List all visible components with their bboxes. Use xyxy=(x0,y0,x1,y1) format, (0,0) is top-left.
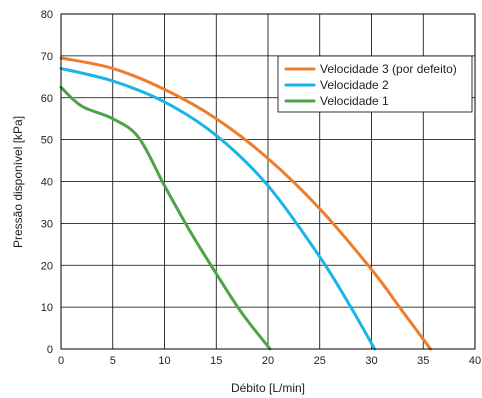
grid xyxy=(61,14,475,349)
x-tick-label: 0 xyxy=(58,355,64,367)
legend-label-3: Velocidade 1 xyxy=(320,94,389,108)
x-tick-label: 5 xyxy=(110,355,116,367)
y-tick-label: 70 xyxy=(41,51,53,63)
series-line-1 xyxy=(59,56,432,351)
x-tick-label: 35 xyxy=(417,355,429,367)
y-tick-label: 30 xyxy=(41,218,53,230)
y-tick-label: 20 xyxy=(41,260,53,272)
x-tick-label: 20 xyxy=(262,355,274,367)
ticks: 0 5 10 15 20 25 30 35 40 0 10 20 30 40 50 60 70 80 xyxy=(41,9,481,367)
y-tick-label: 60 xyxy=(41,93,53,105)
legend-label-2: Velocidade 2 xyxy=(320,78,389,92)
x-tick-label: 15 xyxy=(210,355,222,367)
y-tick-label: 0 xyxy=(47,344,53,356)
x-tick-label: 10 xyxy=(158,355,170,367)
y-axis-title: Pressão disponível [kPa] xyxy=(11,116,25,248)
x-tick-label: 40 xyxy=(469,355,481,367)
series-line-2 xyxy=(59,66,377,351)
y-tick-label: 10 xyxy=(41,302,53,314)
y-tick-label: 40 xyxy=(41,177,53,189)
plot-frame xyxy=(60,13,476,350)
series-line-3 xyxy=(59,85,272,351)
x-tick-label: 25 xyxy=(314,355,326,367)
series-layer xyxy=(59,56,432,351)
x-tick-label: 30 xyxy=(365,355,377,367)
x-axis-title: Débito [L/min] xyxy=(231,381,305,395)
y-tick-label: 50 xyxy=(41,135,53,147)
y-tick-label: 80 xyxy=(41,9,53,21)
legend: Velocidade 3 (por defeito) Velocidade 2 Ve… xyxy=(277,55,473,113)
legend-label-1: Velocidade 3 (por defeito) xyxy=(320,62,457,76)
